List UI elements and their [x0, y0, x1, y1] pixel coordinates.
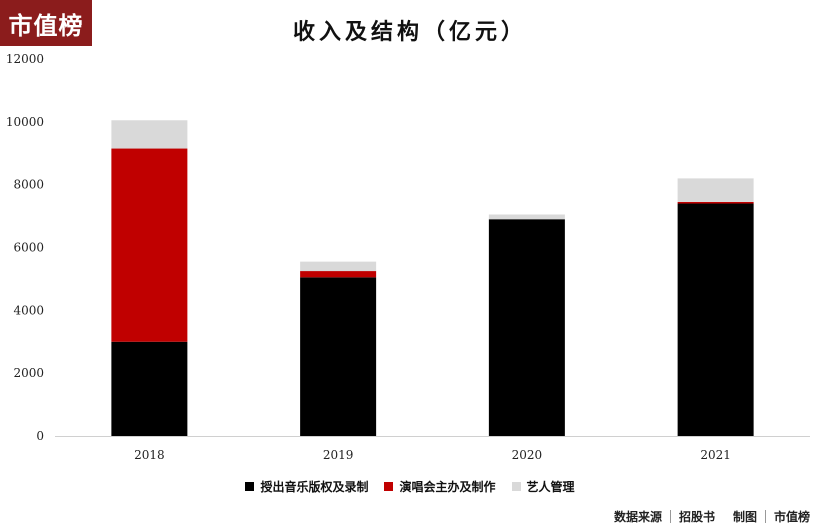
legend-item: 艺人管理	[511, 478, 575, 495]
y-tick-label: 6000	[13, 241, 44, 255]
y-tick-label: 4000	[13, 303, 44, 317]
legend-item: 演唱会主办及制作	[384, 478, 496, 495]
bar-segment	[677, 178, 754, 202]
bar-segment	[111, 148, 188, 342]
legend-swatch	[511, 482, 521, 491]
chart-legend: 授出音乐版权及录制 演唱会主办及制作 艺人管理	[0, 478, 820, 495]
data-source-label: 数据来源	[613, 510, 662, 524]
brand-logo: 市值榜	[0, 0, 92, 46]
bar-segment	[111, 120, 188, 149]
maker-name: 市值榜	[773, 510, 810, 524]
legend-swatch	[384, 482, 394, 491]
y-tick-label: 10000	[6, 115, 44, 129]
legend-label: 授出音乐版权及录制	[260, 480, 369, 494]
legend-item: 授出音乐版权及录制	[245, 478, 368, 495]
bar-segment	[300, 261, 377, 272]
source-note: 数据来源 招股书 制图 市值榜	[614, 508, 810, 525]
y-tick-label: 0	[36, 429, 44, 443]
bar-segment	[300, 277, 377, 436]
y-tick-label: 12000	[6, 52, 44, 66]
x-tick-label: 2018	[134, 448, 165, 462]
bar-segment	[300, 271, 377, 278]
x-tick-label: 2020	[512, 448, 543, 462]
legend-label: 艺人管理	[526, 480, 575, 494]
legend-swatch	[245, 482, 255, 491]
bar-segment	[488, 219, 565, 436]
y-tick-label: 8000	[13, 178, 44, 192]
logo-text: 市值榜	[8, 11, 84, 40]
bar-segment	[677, 201, 754, 204]
made-by-label: 制图	[732, 510, 757, 524]
x-tick-label: 2021	[700, 448, 731, 462]
data-source-name: 招股书	[678, 510, 715, 524]
x-tick-label: 2019	[323, 448, 354, 462]
y-tick-label: 2000	[13, 366, 44, 380]
bar-segment	[488, 214, 565, 220]
bar-segment	[111, 341, 188, 436]
legend-label: 演唱会主办及制作	[399, 480, 496, 494]
bar-segment	[677, 203, 754, 436]
divider	[764, 510, 766, 523]
chart-title: 收入及结构（亿元）	[292, 19, 527, 45]
divider	[669, 510, 671, 523]
